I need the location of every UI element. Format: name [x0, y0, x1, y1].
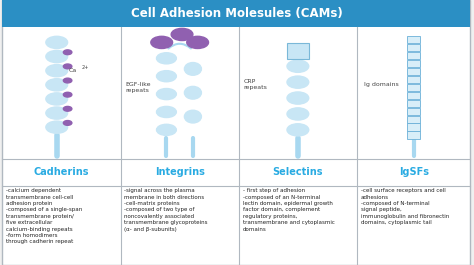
FancyBboxPatch shape [407, 60, 420, 67]
Text: Ca: Ca [69, 68, 77, 73]
Circle shape [64, 50, 72, 55]
Circle shape [156, 70, 176, 82]
Text: 2+: 2+ [82, 65, 89, 70]
FancyBboxPatch shape [407, 92, 420, 99]
FancyBboxPatch shape [407, 116, 420, 123]
Circle shape [156, 53, 176, 64]
FancyBboxPatch shape [407, 123, 420, 131]
FancyBboxPatch shape [407, 131, 420, 139]
FancyBboxPatch shape [407, 108, 420, 115]
Circle shape [46, 121, 68, 133]
Ellipse shape [184, 63, 201, 75]
Circle shape [64, 121, 72, 125]
Text: - first step of adhesion
-composed of an N-terminal
lectin domain, epidermal gro: - first step of adhesion -composed of an… [243, 188, 335, 232]
Text: Integrins: Integrins [155, 167, 205, 177]
Text: -signal across the plasma
membrane in both directions
-cell-matrix proteins
-com: -signal across the plasma membrane in bo… [124, 188, 208, 232]
FancyBboxPatch shape [407, 36, 420, 43]
Text: -cell surface receptors and cell
adhesions
-composed of N-terminal
signal peptid: -cell surface receptors and cell adhesio… [361, 188, 449, 225]
FancyBboxPatch shape [287, 43, 309, 59]
Circle shape [156, 107, 176, 118]
Circle shape [46, 65, 68, 77]
Circle shape [64, 78, 72, 83]
Text: Ig domains: Ig domains [364, 82, 399, 87]
Ellipse shape [184, 86, 201, 99]
Circle shape [64, 92, 72, 97]
Circle shape [156, 124, 176, 135]
Circle shape [64, 64, 72, 69]
Circle shape [64, 107, 72, 111]
Text: CRP
repeats: CRP repeats [244, 79, 267, 90]
Circle shape [46, 36, 68, 48]
Circle shape [46, 79, 68, 91]
Circle shape [171, 28, 193, 41]
Circle shape [287, 124, 309, 136]
Text: EGF-like
repeats: EGF-like repeats [125, 82, 151, 93]
Text: Cadherins: Cadherins [34, 167, 89, 177]
FancyBboxPatch shape [407, 76, 420, 83]
Text: IgSFs: IgSFs [399, 167, 428, 177]
Circle shape [287, 60, 309, 72]
Circle shape [46, 107, 68, 119]
Circle shape [151, 36, 173, 48]
FancyBboxPatch shape [407, 52, 420, 59]
Circle shape [287, 92, 309, 104]
Circle shape [156, 89, 176, 100]
FancyBboxPatch shape [407, 84, 420, 91]
Circle shape [187, 36, 209, 48]
FancyBboxPatch shape [2, 0, 471, 26]
Circle shape [46, 50, 68, 63]
Circle shape [287, 108, 309, 120]
Text: Selectins: Selectins [273, 167, 323, 177]
FancyBboxPatch shape [407, 68, 420, 75]
Text: -calcium dependent
transmembrane cell-cell
adhesion protein
-composed of a singl: -calcium dependent transmembrane cell-ce… [6, 188, 82, 244]
Text: Cell Adhesion Molesules (CAMs): Cell Adhesion Molesules (CAMs) [130, 7, 342, 20]
Ellipse shape [184, 110, 201, 123]
FancyBboxPatch shape [407, 44, 420, 51]
Circle shape [287, 76, 309, 88]
Circle shape [46, 93, 68, 105]
FancyBboxPatch shape [407, 100, 420, 107]
